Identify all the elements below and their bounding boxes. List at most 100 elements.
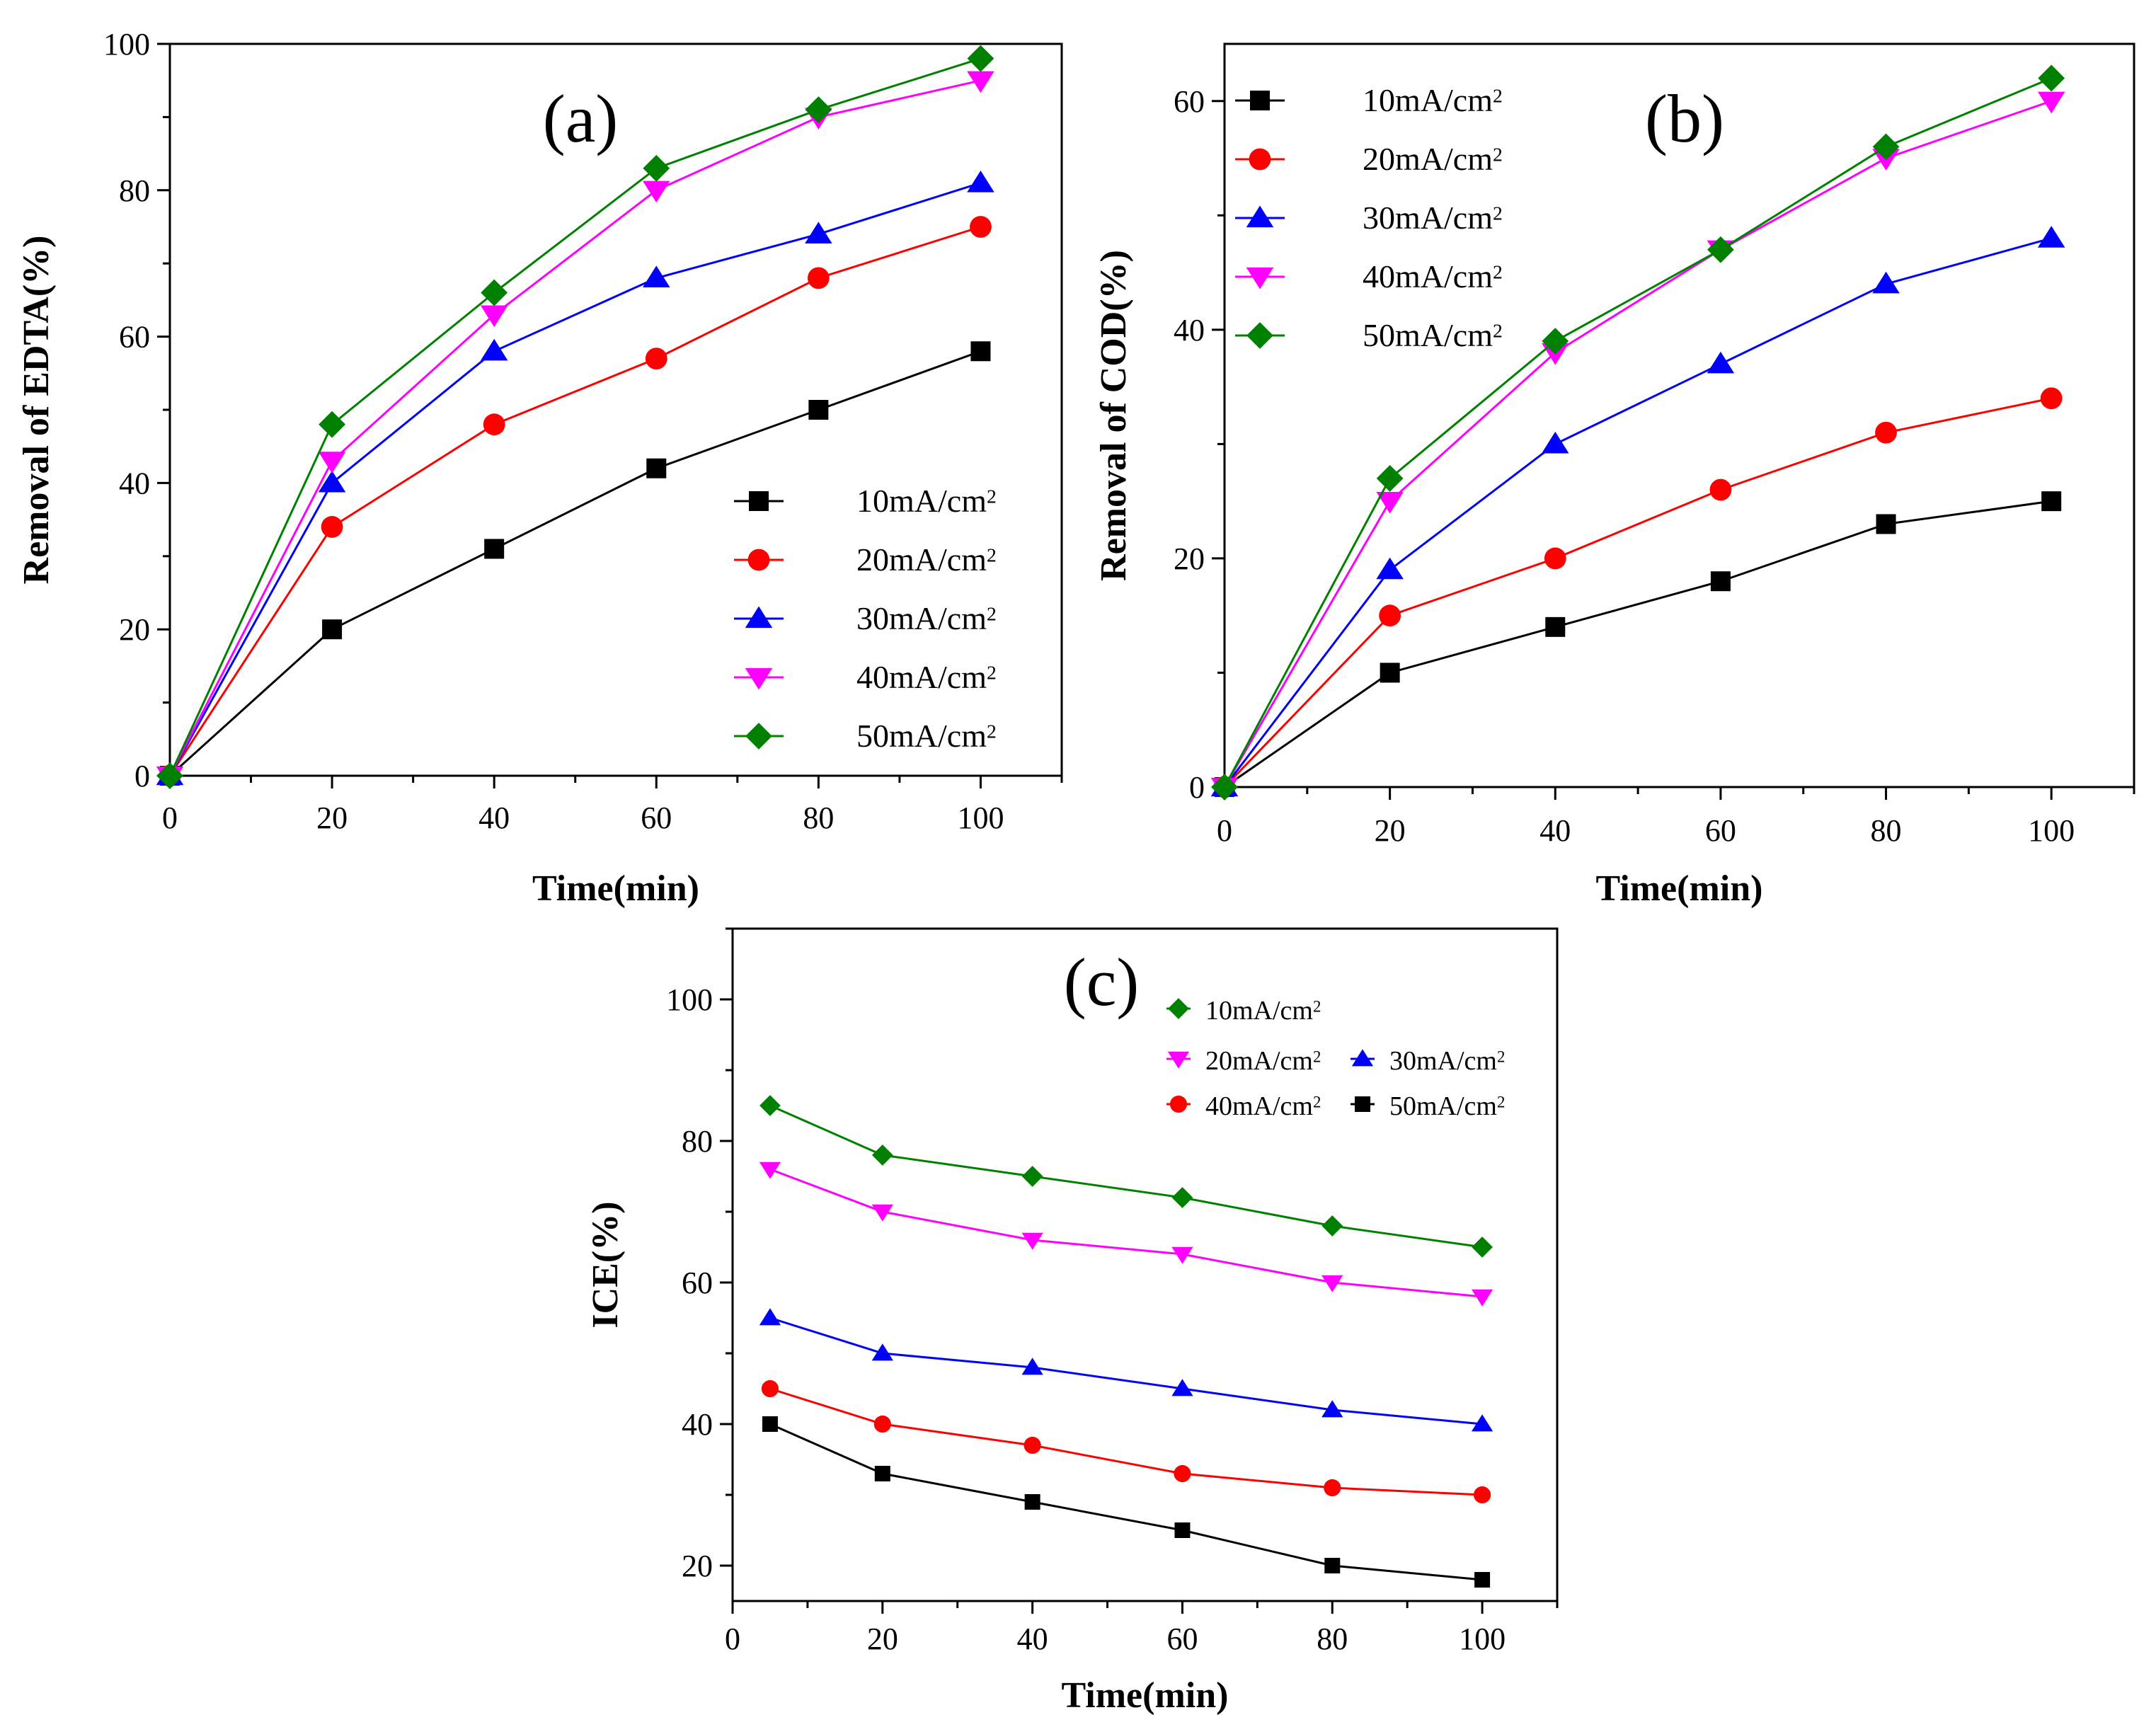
legend-item: 20mA/cm2 — [1166, 1046, 1321, 1076]
y-tick-label: 80 — [682, 1124, 713, 1159]
legend-item: 30mA/cm2 — [734, 600, 997, 636]
data-point — [1472, 1237, 1493, 1258]
data-point — [2038, 64, 2065, 92]
legend-label-base: 20mA/cm — [1363, 141, 1493, 177]
legend-label-sup: 2 — [1493, 85, 1503, 107]
legend-label-base: 40mA/cm — [1205, 1091, 1313, 1121]
legend-label-sup: 2 — [1493, 320, 1503, 342]
legend-label-base: 20mA/cm — [1205, 1046, 1313, 1076]
panel-a: 0 20 40 60 80 100 0 20 40 60 80 100 Time(min) Removal… — [16, 27, 1063, 909]
data-point — [1876, 514, 1896, 534]
x-tick-label: 40 — [478, 801, 510, 835]
legend-item: 40mA/cm2 — [1166, 1091, 1321, 1121]
series-line — [1223, 100, 2052, 788]
y-axis-title: ICE(%) — [585, 1201, 626, 1328]
legend-label: 10mA/cm2 — [1363, 82, 1503, 118]
legend-label-sup: 2 — [1497, 1094, 1505, 1111]
legend-label: 10mA/cm2 — [856, 483, 997, 519]
legend-label: 20mA/cm2 — [1205, 1046, 1321, 1076]
data-point — [1021, 1232, 1043, 1250]
x-tick-label: 40 — [1017, 1622, 1048, 1656]
data-point — [1211, 774, 1238, 801]
legend-label: 30mA/cm2 — [1363, 200, 1503, 236]
legend-label-base: 10mA/cm — [1205, 996, 1313, 1026]
data-point — [1542, 431, 1569, 454]
series-5 — [1211, 64, 2065, 801]
y-tick-label: 0 — [134, 759, 150, 793]
series-line — [769, 1423, 1483, 1581]
legend-item: 40mA/cm2 — [1235, 258, 1503, 294]
x-axis-title: Time(min) — [1596, 868, 1763, 909]
series-line — [769, 1316, 1483, 1425]
series-2 — [759, 1161, 1493, 1307]
data-point — [1542, 328, 1569, 355]
data-point — [1380, 662, 1400, 683]
legend-label-sup: 2 — [1493, 144, 1503, 166]
legend-item: 30mA/cm2 — [1351, 1046, 1505, 1076]
legend-label-sup: 2 — [1313, 998, 1321, 1016]
series-line — [1224, 500, 2052, 788]
legend-item: 50mA/cm2 — [1235, 317, 1503, 353]
x-tick-label: 40 — [1539, 813, 1571, 848]
data-point — [970, 341, 991, 362]
x-tick-label: 20 — [1375, 813, 1406, 848]
legend-item: 20mA/cm2 — [734, 541, 997, 578]
legend-label-base: 50mA/cm — [1389, 1091, 1497, 1121]
series-1 — [759, 1095, 1493, 1258]
legend-label: 30mA/cm2 — [856, 600, 997, 636]
x-tick-label: 0 — [1217, 813, 1232, 848]
y-tick-label: 100 — [666, 982, 713, 1017]
series-3 — [759, 1308, 1493, 1432]
data-point — [761, 1379, 779, 1398]
data-point — [970, 216, 992, 238]
data-point — [805, 96, 832, 123]
x-tick-label: 20 — [316, 801, 348, 835]
data-point — [1321, 1215, 1343, 1237]
data-point — [1471, 1289, 1493, 1307]
data-point — [1324, 1558, 1341, 1573]
data-point — [1473, 1486, 1491, 1504]
series-line — [168, 226, 981, 776]
legend-label-sup: 2 — [987, 486, 997, 507]
y-tick-label: 100 — [103, 27, 150, 62]
data-point — [1023, 1436, 1041, 1455]
legend-item: 10mA/cm2 — [734, 483, 997, 519]
data-point — [645, 348, 667, 370]
legend-label: 40mA/cm2 — [1363, 258, 1503, 294]
series-line — [1223, 397, 2052, 788]
data-point — [967, 170, 994, 193]
legend-label: 50mA/cm2 — [1389, 1091, 1505, 1121]
data-point — [643, 154, 670, 182]
series-5 — [762, 1416, 1491, 1588]
panel-b: 0 20 40 60 80 100 0 20 40 60 Time(min) Removal of C… — [1094, 42, 2135, 909]
legend-item: 10mA/cm2 — [1235, 82, 1503, 118]
legend-marker — [749, 491, 769, 511]
data-point — [1376, 557, 1404, 580]
data-point — [1174, 1522, 1191, 1538]
data-point — [967, 45, 994, 72]
panel-label: (b) — [1645, 81, 1724, 156]
panel-label: (c) — [1064, 944, 1140, 1020]
legend-label-sup: 2 — [987, 721, 997, 742]
data-point — [1545, 616, 1566, 637]
y-tick-label: 20 — [119, 612, 150, 647]
legend-label: 40mA/cm2 — [1205, 1091, 1321, 1121]
legend-marker — [747, 549, 770, 571]
y-tick-label: 60 — [119, 320, 150, 355]
legend-item: 50mA/cm2 — [1351, 1091, 1505, 1121]
legend-label-sup: 2 — [1493, 202, 1503, 224]
x-axis-title: Time(min) — [1062, 1675, 1229, 1716]
legend-marker — [1246, 205, 1274, 228]
legend-label-base: 30mA/cm — [1389, 1046, 1497, 1076]
series-line — [168, 182, 981, 776]
x-tick-label: 80 — [1317, 1622, 1348, 1656]
x-tick-label: 20 — [867, 1622, 898, 1656]
y-axis-title: Removal of COD(%) — [1094, 250, 1134, 581]
data-point — [1471, 1414, 1493, 1432]
legend-label-base: 10mA/cm — [1363, 82, 1493, 118]
legend-label: 40mA/cm2 — [856, 659, 997, 695]
y-tick-label: 60 — [682, 1266, 713, 1300]
data-point — [759, 1095, 781, 1116]
legend-label-sup: 2 — [1493, 261, 1503, 283]
data-point — [643, 265, 670, 288]
